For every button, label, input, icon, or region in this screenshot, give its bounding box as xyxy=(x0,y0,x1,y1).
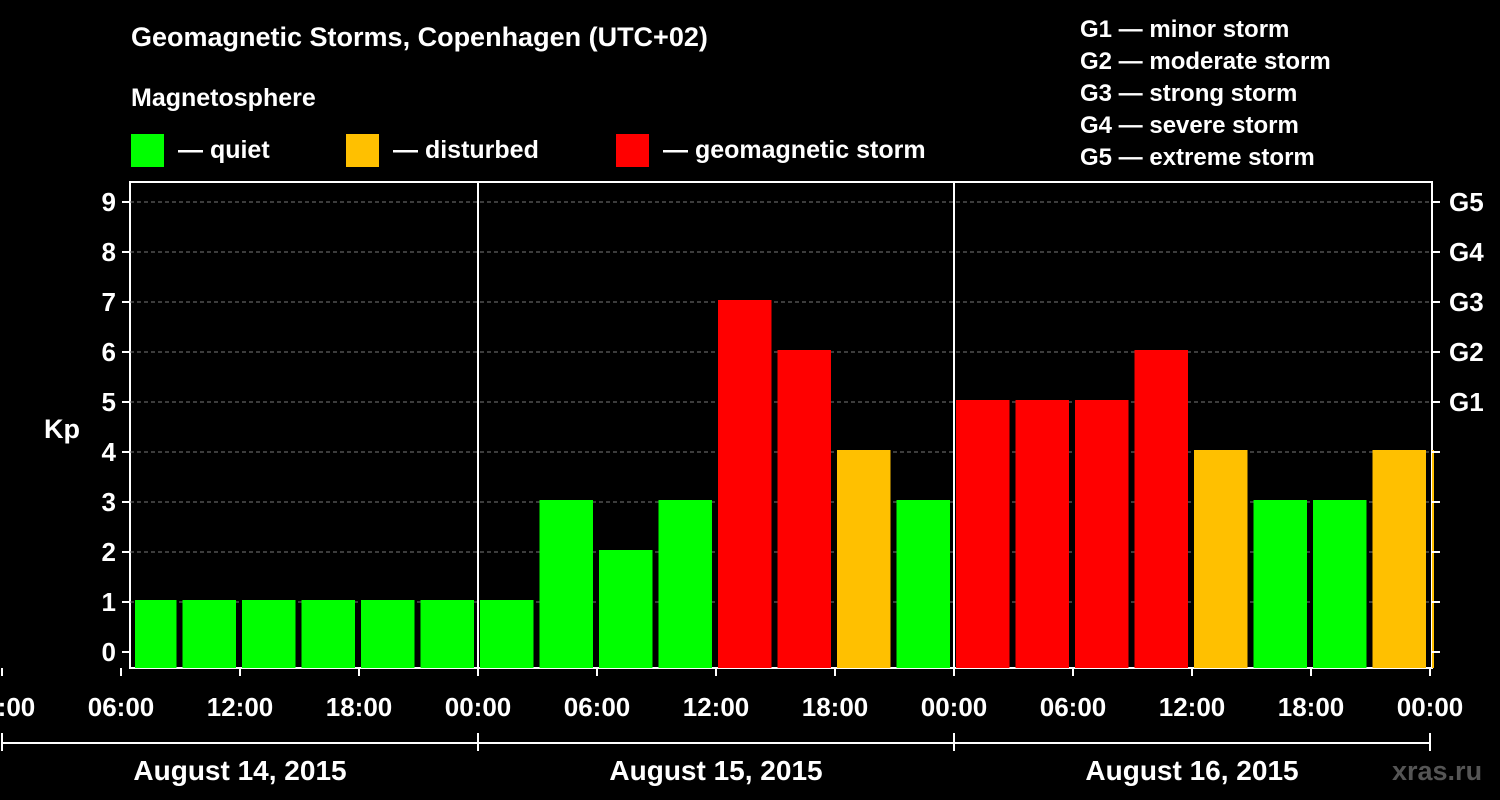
kp-bar xyxy=(361,600,415,668)
legend-item-quiet: — quiet xyxy=(131,133,270,167)
kp-bar xyxy=(1194,450,1248,668)
chart-title: Geomagnetic Storms, Copenhagen (UTC+02) xyxy=(131,22,708,52)
storm-scale-g5: G5 — extreme storm xyxy=(1080,144,1315,171)
x-tick-label: 12:00 xyxy=(1159,692,1226,722)
y-tick-label: 5 xyxy=(102,387,116,417)
storm-scale-legend: G1 — minor storm G2 — moderate storm G3 … xyxy=(1080,14,1331,174)
kp-bar xyxy=(1253,500,1307,668)
x-tick-label: 12:00 xyxy=(683,692,750,722)
kp-bar xyxy=(718,300,772,668)
kp-bar xyxy=(1075,400,1129,668)
kp-bar xyxy=(480,600,534,668)
kp-bar xyxy=(1134,350,1188,668)
y-tick-label: 1 xyxy=(102,587,116,617)
legend-label-storm: — geomagnetic storm xyxy=(663,135,926,164)
kp-bar xyxy=(658,500,712,668)
legend-label-quiet: — quiet xyxy=(178,135,270,164)
storm-level-label: G4 xyxy=(1449,237,1484,267)
x-tick-label: 18:00 xyxy=(326,692,393,722)
date-label: August 14, 2015 xyxy=(133,755,346,786)
storm-scale-g4: G4 — severe storm xyxy=(1080,112,1299,139)
y-tick-label: 0 xyxy=(102,637,116,667)
x-tick-label: 12:00 xyxy=(207,692,274,722)
y-axis-label: Kp xyxy=(44,414,80,444)
storm-level-label: G5 xyxy=(1449,187,1484,217)
kp-bar xyxy=(777,350,831,668)
watermark: xras.ru xyxy=(1392,756,1483,786)
kp-bar xyxy=(1432,450,1434,668)
kp-bar xyxy=(1313,500,1367,668)
legend-swatch-quiet xyxy=(131,133,164,167)
y-tick-label: 3 xyxy=(102,487,116,517)
y-tick-label: 9 xyxy=(102,187,116,217)
legend-item-storm: — geomagnetic storm xyxy=(616,133,926,167)
storm-level-label: G1 xyxy=(1449,387,1484,417)
x-tick-label: 00:00 xyxy=(1397,692,1464,722)
chart-subtitle: Magnetosphere xyxy=(131,84,316,112)
x-tick-label: 00:00 xyxy=(921,692,988,722)
kp-bar xyxy=(956,400,1010,668)
storm-level-label: G3 xyxy=(1449,287,1484,317)
kp-bar xyxy=(182,600,236,668)
date-label: August 15, 2015 xyxy=(609,755,822,786)
storm-scale-g2: G2 — moderate storm xyxy=(1080,48,1331,75)
y-tick-label: 8 xyxy=(102,237,116,267)
x-tick-label: 00:00 xyxy=(445,692,512,722)
storm-level-label: G2 xyxy=(1449,337,1484,367)
kp-bar xyxy=(420,600,474,668)
y-tick-label: 2 xyxy=(102,537,116,567)
kp-bar xyxy=(135,600,177,668)
kp-bar xyxy=(837,450,891,668)
kp-bar xyxy=(1015,400,1069,668)
kp-bar xyxy=(599,550,653,668)
kp-bar xyxy=(242,600,296,668)
kp-bar xyxy=(539,500,593,668)
x-tick-label: 06:00 xyxy=(88,692,155,722)
legend-item-disturbed: — disturbed xyxy=(346,133,539,167)
y-tick-label: 7 xyxy=(102,287,116,317)
y-tick-label: 6 xyxy=(102,337,116,367)
y-tick-label: 4 xyxy=(102,437,117,467)
date-label: August 16, 2015 xyxy=(1085,755,1298,786)
x-tick-label: 00:00 xyxy=(0,692,35,722)
x-tick-label: 06:00 xyxy=(1040,692,1107,722)
x-tick-label: 06:00 xyxy=(564,692,631,722)
legend-swatch-disturbed xyxy=(346,133,379,167)
kp-bar xyxy=(896,500,950,668)
kp-bar xyxy=(301,600,355,668)
legend-swatch-storm xyxy=(616,133,649,167)
kp-bar xyxy=(1372,450,1426,668)
storm-scale-g1: G1 — minor storm xyxy=(1080,16,1290,43)
legend-label-disturbed: — disturbed xyxy=(393,135,539,164)
x-tick-label: 18:00 xyxy=(1278,692,1345,722)
x-tick-label: 18:00 xyxy=(802,692,869,722)
storm-scale-g3: G3 — strong storm xyxy=(1080,80,1298,107)
